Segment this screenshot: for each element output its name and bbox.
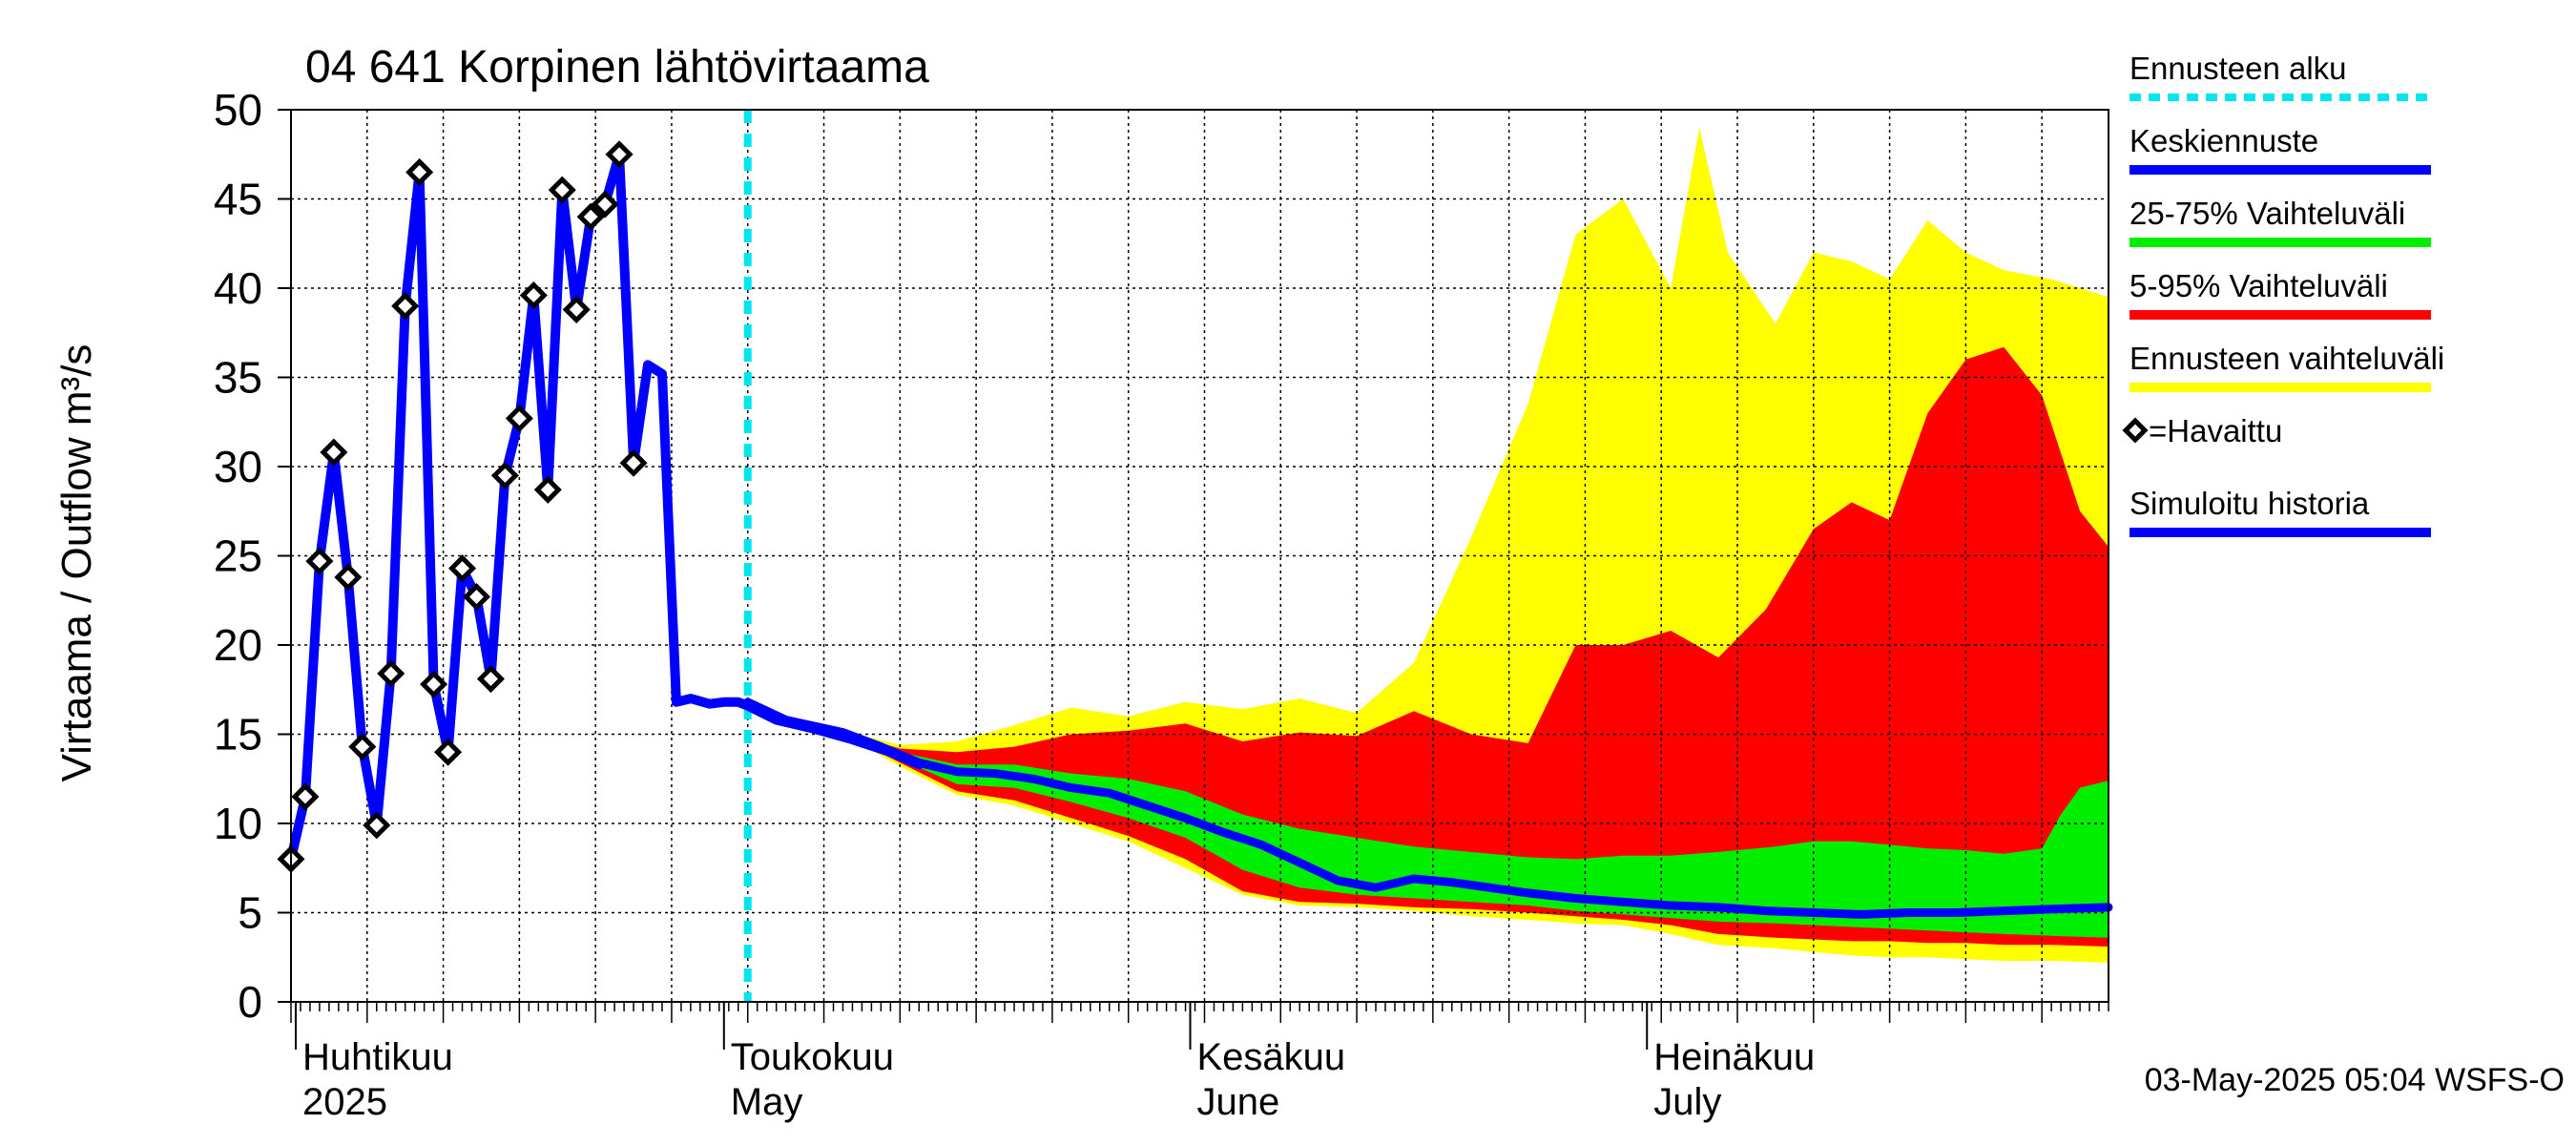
observed-marker	[519, 281, 548, 310]
y-tick-label: 0	[238, 977, 262, 1027]
y-tick-label: 15	[214, 710, 262, 760]
observed-marker	[548, 176, 576, 204]
simulated-history-line	[286, 149, 924, 864]
y-tick-label: 10	[214, 799, 262, 848]
observed-marker	[320, 438, 348, 467]
observed-marker	[363, 811, 391, 840]
observed-marker	[291, 782, 320, 811]
y-tick-label: 35	[214, 353, 262, 403]
y-tick-label: 5	[238, 888, 262, 938]
observed-marker	[420, 670, 448, 698]
observed-marker	[605, 140, 634, 169]
observed-marker	[490, 461, 519, 489]
observed-marker	[348, 733, 377, 761]
observed-marker	[434, 738, 463, 766]
observed-marker	[391, 292, 420, 321]
observed-marker	[405, 157, 434, 186]
month-label-en: July	[1653, 1081, 1721, 1123]
month-label-en: May	[731, 1081, 803, 1123]
month-label-en: June	[1197, 1081, 1280, 1123]
y-tick-label: 20	[214, 620, 262, 670]
legend-label-observed: =Havaittu	[2149, 413, 2282, 448]
legend-label-p25_75: 25-75% Vaihteluväli	[2129, 196, 2405, 231]
y-axis-label: Virtaama / Outflow m³/s	[53, 344, 100, 782]
month-label-fi: Kesäkuu	[1197, 1036, 1346, 1078]
legend-label-mean: Keskiennuste	[2129, 123, 2318, 158]
plot-lines	[277, 110, 2113, 1002]
chart-title: 04 641 Korpinen lähtövirtaama	[305, 42, 929, 93]
band-25-75	[747, 705, 2109, 938]
observed-marker	[462, 582, 491, 612]
observed-marker	[334, 563, 363, 592]
plot-axes: 05101520253035404550Huhtikuu2025Toukokuu…	[214, 85, 2109, 1123]
observed-marker	[505, 404, 533, 433]
legend-label-forecast_start: Ennusteen alku	[2129, 51, 2347, 86]
month-label-fi: Toukokuu	[731, 1036, 894, 1078]
y-tick-label: 25	[214, 531, 262, 581]
forecast-mean-line	[743, 697, 2113, 919]
observed-marker	[562, 295, 591, 323]
plot-bands	[747, 127, 2109, 963]
observed-marker	[377, 659, 405, 688]
y-tick-label: 45	[214, 175, 262, 224]
plot-grid	[291, 110, 2109, 1002]
observed-marker	[533, 475, 562, 504]
observed-marker	[619, 448, 648, 477]
month-label-fi: Heinäkuu	[1653, 1036, 1815, 1078]
observed-marker	[476, 664, 505, 694]
legend-marker-observed	[2122, 417, 2149, 444]
timestamp: 03-May-2025 05:04 WSFS-O	[2145, 1062, 2565, 1098]
legend-label-range: Ennusteen vaihteluväli	[2129, 341, 2444, 376]
month-label-en: 2025	[302, 1081, 387, 1123]
y-tick-label: 30	[214, 442, 262, 491]
observed-marker	[305, 547, 334, 575]
observed-marker	[591, 190, 619, 219]
legend-label-p5_95: 5-95% Vaihteluväli	[2129, 268, 2388, 303]
observed-marker	[447, 554, 477, 583]
month-label-fi: Huhtikuu	[302, 1036, 453, 1078]
y-tick-label: 50	[214, 85, 262, 135]
legend: Ennusteen alku Keskiennuste 25-75% Vaihtel…	[2122, 51, 2444, 537]
legend-label-simulated: Simuloitu historia	[2129, 486, 2370, 521]
y-tick-label: 40	[214, 263, 262, 313]
observed-marker	[576, 202, 605, 231]
